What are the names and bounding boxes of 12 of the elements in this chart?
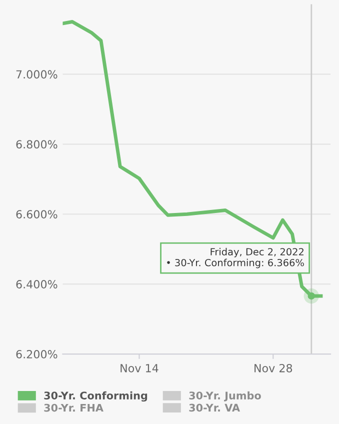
- y-tick-label: 6.400%: [16, 280, 58, 288]
- x-tick-label: Nov 28: [254, 364, 292, 372]
- annotation: Friday, Dec 2, 2022 • 30-Yr. Conforming: 6.366%: [167, 248, 304, 268]
- y-tick-label: 7.000%: [16, 70, 58, 79]
- legend-label: 30-Yr. Conforming: [44, 391, 148, 402]
- legend-label: 30-Yr. Jumbo: [189, 391, 261, 402]
- y-tick-label: 6.600%: [16, 210, 58, 218]
- legend-label: 30-Yr. VA: [189, 404, 240, 412]
- y-tick-label: 6.200%: [16, 350, 58, 358]
- legend-label: 30-Yr. FHA: [44, 404, 104, 412]
- x-tick-label: Nov 14: [120, 364, 158, 372]
- y-tick-label: 6.800%: [16, 140, 58, 149]
